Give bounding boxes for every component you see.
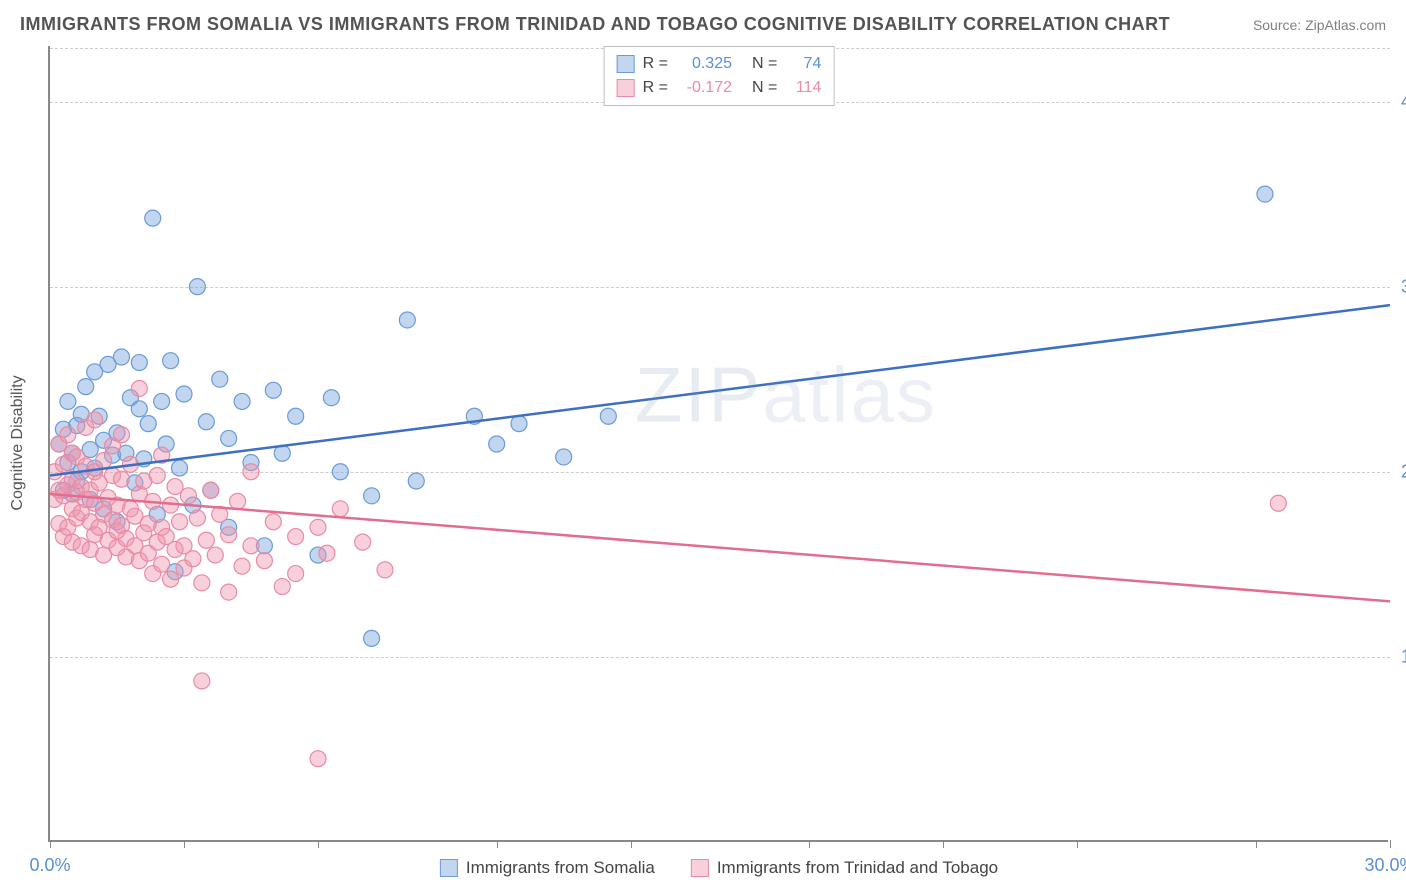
data-point: [511, 416, 527, 432]
y-tick-label: 10.0%: [1392, 646, 1406, 667]
data-point: [221, 527, 237, 543]
data-point: [364, 630, 380, 646]
data-point: [319, 545, 335, 561]
trend-line: [50, 305, 1390, 475]
x-tick-label: 0.0%: [29, 855, 70, 876]
data-point: [189, 510, 205, 526]
data-point: [221, 430, 237, 446]
data-point: [194, 575, 210, 591]
data-point: [364, 488, 380, 504]
data-point: [243, 464, 259, 480]
data-point: [230, 493, 246, 509]
data-point: [288, 529, 304, 545]
data-point: [207, 547, 223, 563]
data-point: [399, 312, 415, 328]
data-point: [256, 553, 272, 569]
data-point: [149, 467, 165, 483]
data-point: [154, 393, 170, 409]
data-point: [189, 279, 205, 295]
y-axis-title: Cognitive Disability: [9, 375, 27, 510]
data-point: [203, 482, 219, 498]
y-tick-label: 30.0%: [1392, 276, 1406, 297]
data-point: [288, 566, 304, 582]
data-point: [78, 379, 94, 395]
x-tick: [1390, 840, 1391, 848]
chart-area: Cognitive Disability 10.0%20.0%30.0%40.0…: [48, 46, 1388, 842]
data-point: [1270, 495, 1286, 511]
data-point: [265, 514, 281, 530]
data-point: [131, 401, 147, 417]
legend-swatch: [617, 79, 635, 97]
chart-title: IMMIGRANTS FROM SOMALIA VS IMMIGRANTS FR…: [20, 14, 1170, 35]
data-point: [234, 558, 250, 574]
data-point: [198, 414, 214, 430]
data-point: [556, 449, 572, 465]
legend-swatch: [617, 55, 635, 73]
data-point: [87, 412, 103, 428]
stat-r-label: R =: [643, 52, 668, 76]
data-point: [194, 673, 210, 689]
legend-swatch: [691, 859, 709, 877]
data-point: [323, 390, 339, 406]
data-point: [212, 371, 228, 387]
y-tick-label: 20.0%: [1392, 461, 1406, 482]
stat-n-label: N =: [752, 76, 777, 100]
legend-item: Immigrants from Trinidad and Tobago: [691, 858, 998, 878]
data-point: [1257, 186, 1273, 202]
data-point: [113, 349, 129, 365]
series-legend: Immigrants from Somalia Immigrants from T…: [440, 858, 998, 878]
data-point: [600, 408, 616, 424]
stat-n-value: 74: [785, 52, 821, 76]
y-tick-label: 40.0%: [1392, 91, 1406, 112]
data-point: [140, 416, 156, 432]
data-point: [310, 751, 326, 767]
data-point: [172, 460, 188, 476]
data-point: [489, 436, 505, 452]
data-point: [131, 380, 147, 396]
stats-legend: R = 0.325 N = 74 R = -0.172 N = 114: [604, 46, 835, 106]
legend-label: Immigrants from Somalia: [466, 858, 655, 878]
data-point: [234, 393, 250, 409]
legend-swatch: [440, 859, 458, 877]
legend-item: Immigrants from Somalia: [440, 858, 655, 878]
data-point: [355, 534, 371, 550]
data-point: [145, 210, 161, 226]
data-point: [154, 556, 170, 572]
data-point: [185, 551, 201, 567]
stat-r-value: -0.172: [676, 76, 732, 100]
data-point: [198, 532, 214, 548]
stats-row: R = 0.325 N = 74: [617, 52, 822, 76]
data-point: [180, 488, 196, 504]
stats-row: R = -0.172 N = 114: [617, 76, 822, 100]
stat-n-value: 114: [785, 76, 821, 100]
data-point: [113, 471, 129, 487]
data-point: [288, 408, 304, 424]
data-point: [221, 584, 237, 600]
data-point: [408, 473, 424, 489]
data-point: [167, 479, 183, 495]
scatter-plot: [50, 46, 1390, 842]
data-point: [163, 571, 179, 587]
x-tick-label: 30.0%: [1364, 855, 1406, 876]
stat-n-label: N =: [752, 52, 777, 76]
data-point: [332, 464, 348, 480]
data-point: [131, 355, 147, 371]
stat-r-value: 0.325: [676, 52, 732, 76]
data-point: [243, 538, 259, 554]
data-point: [310, 519, 326, 535]
data-point: [163, 353, 179, 369]
data-point: [96, 453, 112, 469]
data-point: [60, 427, 76, 443]
data-point: [60, 393, 76, 409]
legend-label: Immigrants from Trinidad and Tobago: [717, 858, 998, 878]
data-point: [274, 579, 290, 595]
data-point: [172, 514, 188, 530]
data-point: [265, 382, 281, 398]
data-point: [332, 501, 348, 517]
data-point: [113, 427, 129, 443]
source-label: Source: ZipAtlas.com: [1253, 17, 1386, 33]
data-point: [176, 386, 192, 402]
stat-r-label: R =: [643, 76, 668, 100]
data-point: [377, 562, 393, 578]
